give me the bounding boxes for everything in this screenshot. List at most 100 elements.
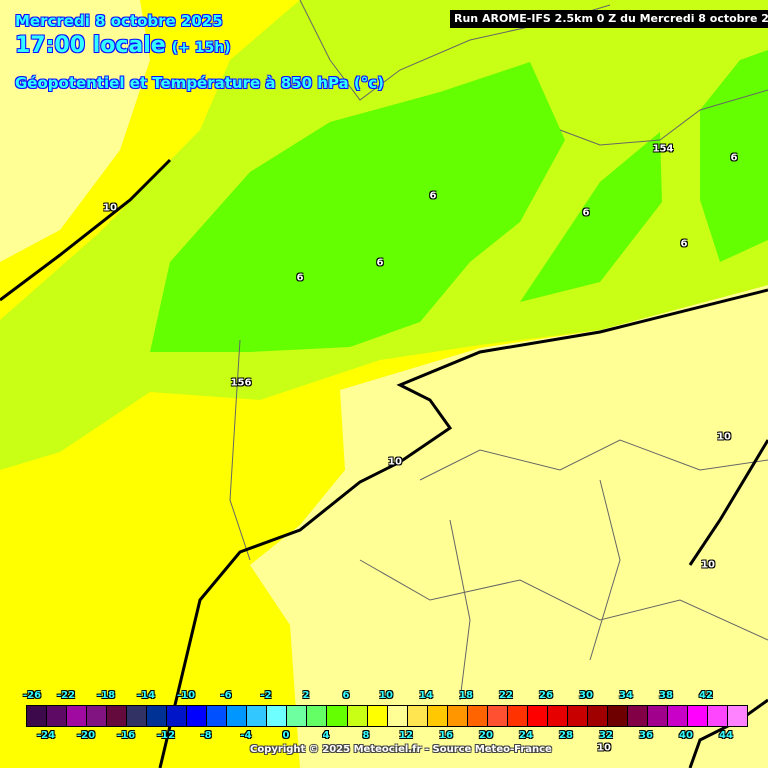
legend-label-bottom: 28 <box>559 730 573 741</box>
legend-swatch <box>147 706 168 726</box>
legend-label-bottom: 40 <box>679 730 693 741</box>
legend-label-bottom: -4 <box>240 730 252 741</box>
legend-label-bottom: 4 <box>322 730 330 741</box>
legend-label-top: 14 <box>419 690 433 701</box>
legend-swatch <box>447 706 468 726</box>
color-scale-legend <box>26 705 748 727</box>
legend-label-bottom: -12 <box>156 730 176 741</box>
legend-label-top: -2 <box>260 690 272 701</box>
legend-label-bottom: -24 <box>36 730 56 741</box>
region-10-12c-northwest <box>0 0 150 262</box>
legend-label-bottom: 32 <box>599 730 613 741</box>
parameter-title: Géopotentiel et Température à 850 hPa (°… <box>15 74 384 92</box>
legend-swatch <box>487 706 508 726</box>
legend-swatch <box>167 706 188 726</box>
legend-label-top: 34 <box>619 690 633 701</box>
legend-label-top: -14 <box>136 690 156 701</box>
legend-swatch <box>647 706 668 726</box>
legend-swatch <box>587 706 608 726</box>
legend-label-bottom: 36 <box>639 730 653 741</box>
borders <box>229 0 768 701</box>
contour-label: 6 <box>376 257 384 269</box>
legend-label-bottom: 44 <box>719 730 733 741</box>
legend-label-top: 38 <box>659 690 673 701</box>
legend-label-bottom: 24 <box>519 730 533 741</box>
local-time: 17:00 locale <box>15 33 166 58</box>
contour-label: 6 <box>429 190 437 202</box>
legend-swatch <box>567 706 588 726</box>
legend-swatch <box>668 706 689 726</box>
legend-swatch <box>407 706 428 726</box>
legend-swatch <box>127 706 148 726</box>
region-4-6c-northeast <box>700 50 768 262</box>
legend-swatch <box>708 706 729 726</box>
legend-swatch <box>627 706 648 726</box>
legend-label-top: 26 <box>539 690 553 701</box>
contour-label: 6 <box>730 152 738 164</box>
coastline <box>0 158 768 768</box>
contour-label: 10 <box>717 431 731 443</box>
legend-swatch <box>87 706 108 726</box>
legend-label-bottom: -8 <box>200 730 212 741</box>
legend-swatch <box>307 706 328 726</box>
legend-label-top: -10 <box>176 690 196 701</box>
legend-swatch <box>187 706 208 726</box>
legend-label-top: 30 <box>579 690 593 701</box>
legend-label-bottom: 12 <box>399 730 413 741</box>
run-info-bar: Run AROME-IFS 2.5km 0 Z du Mercredi 8 oc… <box>450 10 768 28</box>
legend-swatch <box>347 706 368 726</box>
legend-swatch <box>547 706 568 726</box>
legend-label-bottom: 8 <box>362 730 370 741</box>
legend-label-top: 2 <box>302 690 310 701</box>
legend-label-top: 18 <box>459 690 473 701</box>
region-4-6c-central <box>150 62 565 352</box>
legend-swatch <box>67 706 88 726</box>
legend-swatch <box>367 706 388 726</box>
legend-swatch <box>267 706 288 726</box>
legend-label-bottom: -16 <box>116 730 136 741</box>
contour-label: 10 <box>388 456 402 468</box>
lead-time: (+ 15h) <box>171 40 231 56</box>
legend-label-bottom: 20 <box>479 730 493 741</box>
copyright: Copyright © 2025 Meteociel.fr - Source M… <box>250 744 552 755</box>
legend-swatch <box>207 706 228 726</box>
contour-label: 154 <box>652 143 674 155</box>
legend-swatch <box>387 706 408 726</box>
contour-label: 156 <box>230 377 252 389</box>
legend-swatch <box>287 706 308 726</box>
legend-label-top: 6 <box>342 690 350 701</box>
legend-label-top: -6 <box>220 690 232 701</box>
legend-swatch <box>327 706 348 726</box>
legend-swatch <box>607 706 628 726</box>
legend-label-top: -26 <box>22 690 42 701</box>
forecast-time: 17:00 locale (+ 15h) <box>15 33 231 58</box>
legend-swatch <box>247 706 268 726</box>
region-4-6c-east <box>520 132 662 302</box>
legend-swatch <box>227 706 248 726</box>
forecast-date: Mercredi 8 octobre 2025 <box>15 12 223 30</box>
contour-label: 10 <box>597 742 611 754</box>
contour-label: 10 <box>103 202 117 214</box>
legend-label-top: -22 <box>56 690 76 701</box>
legend-swatch <box>427 706 448 726</box>
legend-swatch <box>527 706 548 726</box>
contour-label: 6 <box>582 207 590 219</box>
contour-label: 6 <box>680 238 688 250</box>
legend-label-top: 10 <box>379 690 393 701</box>
legend-label-top: -18 <box>96 690 116 701</box>
legend-swatch <box>728 706 748 726</box>
legend-swatch <box>107 706 128 726</box>
region-10-12c-southeast <box>250 285 768 768</box>
legend-label-top: 42 <box>699 690 713 701</box>
legend-swatch <box>27 706 48 726</box>
legend-swatch <box>507 706 528 726</box>
contour-label: 6 <box>296 272 304 284</box>
legend-label-bottom: -20 <box>76 730 96 741</box>
legend-swatch <box>467 706 488 726</box>
legend-label-bottom: 0 <box>282 730 290 741</box>
legend-label-bottom: 16 <box>439 730 453 741</box>
legend-swatch <box>688 706 709 726</box>
legend-swatch <box>47 706 68 726</box>
contour-label: 10 <box>701 559 715 571</box>
